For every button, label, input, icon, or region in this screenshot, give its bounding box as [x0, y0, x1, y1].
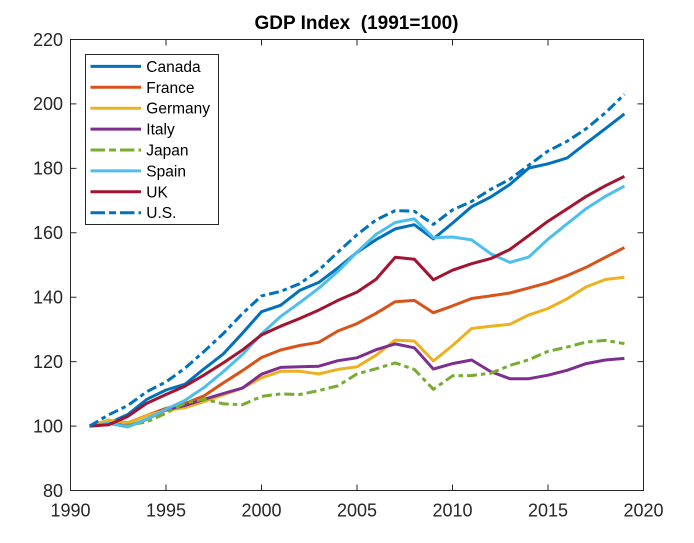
svg-text:80: 80	[43, 481, 63, 501]
svg-text:200: 200	[33, 94, 63, 114]
svg-text:2005: 2005	[337, 501, 377, 521]
svg-text:U.S.: U.S.	[146, 205, 176, 222]
svg-text:160: 160	[33, 223, 63, 243]
svg-text:Germany: Germany	[146, 101, 210, 118]
svg-text:UK: UK	[146, 184, 168, 201]
svg-text:2010: 2010	[432, 501, 472, 521]
svg-text:220: 220	[33, 30, 63, 50]
svg-text:120: 120	[33, 352, 63, 372]
svg-text:2015: 2015	[528, 501, 568, 521]
svg-text:2000: 2000	[241, 501, 281, 521]
svg-text:180: 180	[33, 159, 63, 179]
svg-text:1995: 1995	[146, 501, 186, 521]
svg-text:2020: 2020	[623, 501, 663, 521]
svg-text:Canada: Canada	[146, 59, 201, 76]
svg-text:100: 100	[33, 416, 63, 436]
svg-text:Japan: Japan	[146, 143, 188, 160]
svg-text:1990: 1990	[50, 501, 90, 521]
svg-text:France: France	[146, 80, 194, 97]
svg-text:Italy: Italy	[146, 122, 175, 139]
svg-text:140: 140	[33, 288, 63, 308]
svg-text:Spain: Spain	[146, 163, 186, 180]
svg-text:GDP Index (1991=100): GDP Index (1991=100)	[254, 13, 458, 34]
